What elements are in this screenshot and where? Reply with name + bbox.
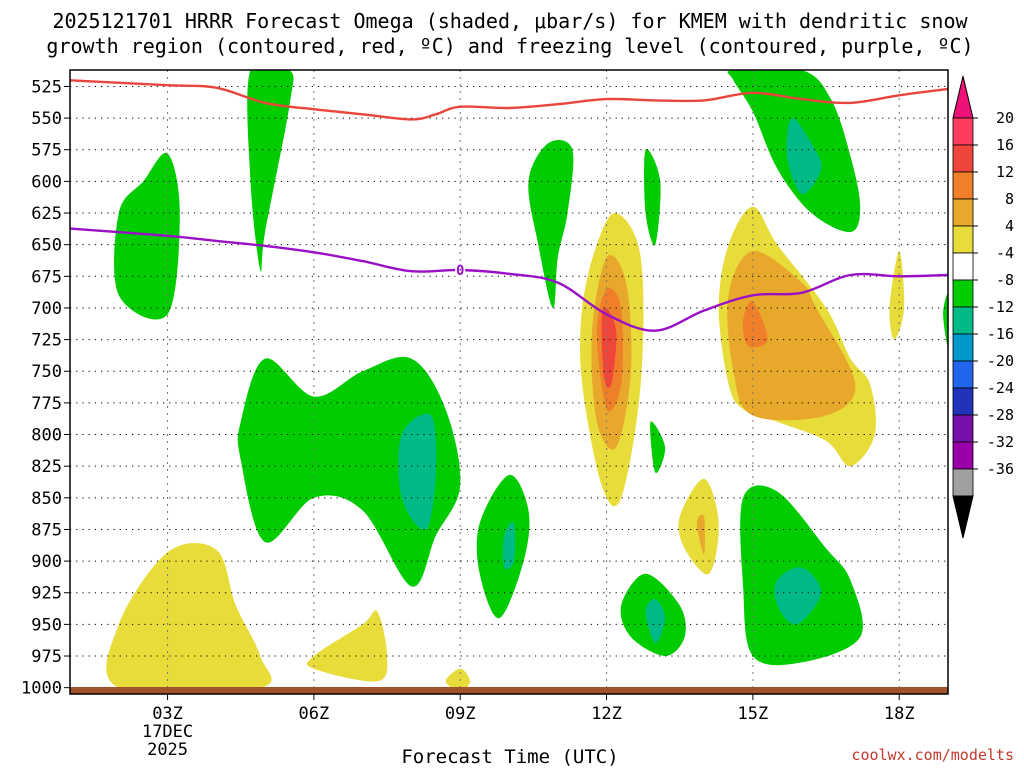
colorbar-label-9: -20: [987, 352, 1014, 370]
y-tick-label-725: 725: [31, 331, 62, 351]
colorbar-label-3: 8: [1005, 190, 1014, 208]
x-tick-label-18Z: 18Z: [884, 704, 915, 724]
colorbar-swatch-2: [952, 171, 974, 200]
colorbar-swatch-11: [952, 414, 974, 443]
omega-region-16-19: [601, 307, 617, 388]
colorbar-label-4: 4: [1005, 217, 1014, 235]
ground-surface-band: [70, 687, 948, 694]
colorbar-swatch-10: [952, 387, 974, 416]
omega-region-12-22: [742, 301, 768, 348]
colorbar-swatch-1: [952, 144, 974, 173]
x-tick-label-15Z: 15Z: [738, 704, 769, 724]
colorbar-swatch-7: [952, 306, 974, 335]
plot-frame: [69, 69, 949, 695]
colorbar-swatch-3: [952, 198, 974, 227]
x-tick-label-03Z: 03Z: [152, 704, 183, 724]
y-tick-label-525: 525: [31, 77, 62, 97]
colorbar-label-12: -32: [987, 433, 1014, 451]
pressure-axis: 525 550 575 600 625 650 675 700 725 750 775 800 825 8…: [21, 77, 70, 699]
y-tick-label-825: 825: [31, 457, 62, 477]
x-tick-label-09Z: 09Z: [445, 704, 476, 724]
chart-title: 2025121701 HRRR Forecast Omega (shaded, …: [46, 9, 973, 58]
omega-region--4-6: [528, 139, 574, 309]
colorbar-swatch-13: [952, 468, 974, 497]
chart-title-line-1: 2025121701 HRRR Forecast Omega (shaded, …: [52, 9, 968, 33]
y-tick-label-800: 800: [31, 426, 62, 446]
y-tick-label-650: 650: [31, 236, 62, 256]
y-tick-label-925: 925: [31, 584, 62, 604]
colorbar-top-arrow: [952, 75, 974, 119]
omega-region--4-2: [237, 356, 461, 587]
colorbar-swatch-6: [952, 279, 974, 308]
freezing-level-contour: [70, 227, 948, 332]
omega-region--8-10: [645, 598, 666, 644]
omega-region--4-15: [943, 294, 948, 346]
omega-region-4-27: [306, 610, 388, 682]
dendritic-growth-contour: [70, 79, 948, 121]
x-tick-sublabel-0: 17DEC: [142, 722, 193, 742]
temperature-contours: 0: [70, 79, 948, 332]
colorbar-swatch-0: [952, 117, 974, 146]
colorbar-swatch-5: [952, 252, 974, 281]
grid-lines: [70, 70, 948, 694]
contour-label-bg: [455, 261, 466, 277]
x-tick-sublabel-1: 2025: [147, 740, 188, 760]
colorbar-bottom-arrow: [952, 495, 974, 539]
y-tick-label-875: 875: [31, 520, 62, 540]
omega-region--4-8: [650, 421, 666, 474]
x-tick-label-06Z: 06Z: [299, 704, 330, 724]
omega-region-4-28: [445, 668, 470, 692]
y-tick-label-575: 575: [31, 141, 62, 161]
y-tick-label-775: 775: [31, 394, 62, 414]
y-tick-label-750: 750: [31, 362, 62, 382]
colorbar-label-6: -8: [996, 271, 1014, 289]
omega-region--4-1: [247, 70, 294, 272]
omega-region-4-25: [889, 251, 905, 340]
y-tick-label-625: 625: [31, 204, 62, 224]
colorbar-label-2: 12: [996, 163, 1014, 181]
colorbar-label-7: -12: [987, 298, 1014, 316]
colorbar-swatch-12: [952, 441, 974, 470]
omega-region-8-21: [727, 250, 856, 421]
omega-region--8-14: [774, 567, 822, 625]
y-tick-label-975: 975: [31, 647, 62, 667]
omega-region-8-24: [696, 514, 705, 555]
omega-region--8-3: [398, 413, 437, 531]
omega-region--4-7: [644, 148, 661, 246]
colorbar-swatch-4: [952, 225, 974, 254]
y-tick-label-600: 600: [31, 172, 62, 192]
y-tick-label-900: 900: [31, 552, 62, 572]
omega-region--8-12: [786, 117, 822, 195]
colorbar-label-11: -28: [987, 406, 1014, 424]
y-tick-label-700: 700: [31, 299, 62, 319]
y-tick-label-950: 950: [31, 615, 62, 635]
colorbar-label-5: -4: [996, 244, 1014, 262]
y-tick-label-675: 675: [31, 267, 62, 287]
colorbar-swatch-8: [952, 333, 974, 362]
colorbar-label-8: -16: [987, 325, 1014, 343]
x-tick-label-12Z: 12Z: [591, 704, 622, 724]
omega-region--8-5: [502, 522, 516, 570]
colorbar-label-10: -24: [987, 379, 1014, 397]
freezing-level-contour-label: 0: [456, 263, 464, 279]
colorbar-label-1: 16: [996, 136, 1014, 154]
y-tick-label-850: 850: [31, 489, 62, 509]
x-axis-label: Forecast Time (UTC): [401, 746, 618, 768]
colorbar-swatch-9: [952, 360, 974, 389]
y-tick-label-550: 550: [31, 109, 62, 129]
y-tick-label-1000: 1000: [21, 679, 62, 699]
omega-shaded-regions: [106, 70, 948, 694]
colorbar-label-13: -36: [987, 460, 1014, 478]
omega-region--4-0: [114, 152, 180, 320]
chart-title-line-2: growth region (contoured, red, ºC) and f…: [46, 34, 973, 58]
credit-link[interactable]: coolwx.com/modelts: [851, 746, 1014, 764]
omega-colorbar: 20 16 12 8 4 -4 -8 -12 -16 -20 -24 -28 -32 -36: [952, 75, 1014, 539]
omega-region-4-26: [106, 542, 272, 694]
colorbar-label-0: 20: [996, 109, 1014, 127]
